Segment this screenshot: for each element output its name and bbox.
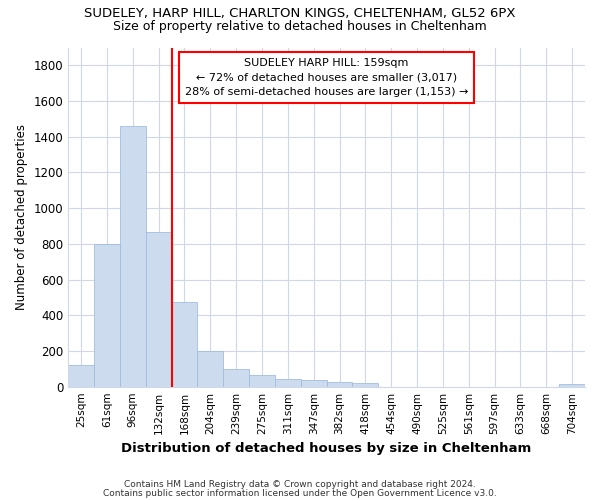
Y-axis label: Number of detached properties: Number of detached properties xyxy=(15,124,28,310)
Text: SUDELEY, HARP HILL, CHARLTON KINGS, CHELTENHAM, GL52 6PX: SUDELEY, HARP HILL, CHARLTON KINGS, CHEL… xyxy=(84,8,516,20)
X-axis label: Distribution of detached houses by size in Cheltenham: Distribution of detached houses by size … xyxy=(121,442,532,455)
Text: SUDELEY HARP HILL: 159sqm
← 72% of detached houses are smaller (3,017)
28% of se: SUDELEY HARP HILL: 159sqm ← 72% of detac… xyxy=(185,58,468,98)
Bar xyxy=(197,351,223,386)
Bar xyxy=(275,378,301,386)
Bar xyxy=(172,302,197,386)
Bar xyxy=(301,380,326,386)
Bar xyxy=(223,369,249,386)
Text: Contains public sector information licensed under the Open Government Licence v3: Contains public sector information licen… xyxy=(103,489,497,498)
Text: Size of property relative to detached houses in Cheltenham: Size of property relative to detached ho… xyxy=(113,20,487,33)
Bar xyxy=(559,384,585,386)
Bar xyxy=(249,375,275,386)
Bar xyxy=(120,126,146,386)
Bar xyxy=(326,382,352,386)
Bar xyxy=(352,383,378,386)
Bar xyxy=(68,366,94,386)
Bar xyxy=(94,244,120,386)
Bar xyxy=(146,232,172,386)
Text: Contains HM Land Registry data © Crown copyright and database right 2024.: Contains HM Land Registry data © Crown c… xyxy=(124,480,476,489)
